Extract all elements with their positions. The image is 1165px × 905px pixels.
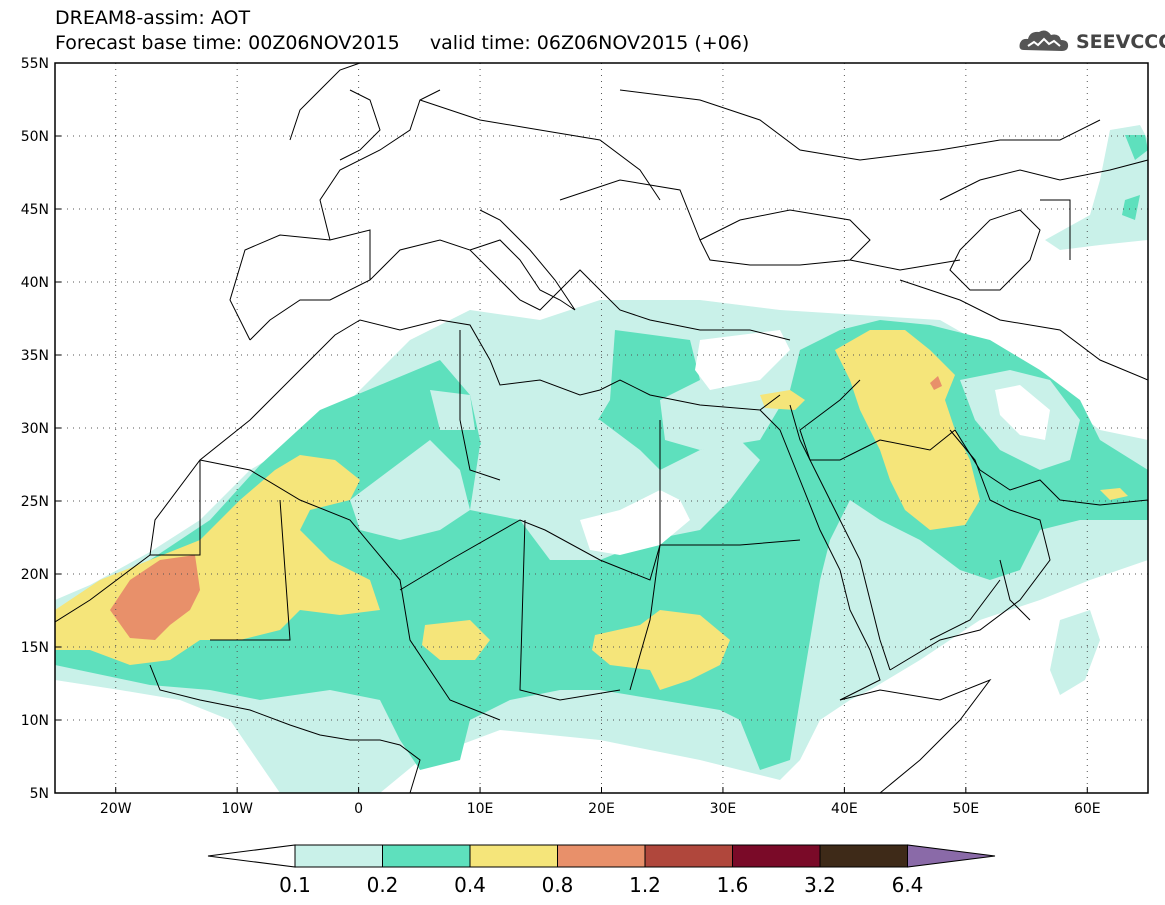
aot-band-0.2-caspian [1122, 135, 1148, 220]
colorbar-box [382, 844, 471, 868]
lat-tick-label: 20N [21, 567, 49, 583]
map-subtitle-times: Forecast base time: 00Z06NOV2015 valid t… [55, 32, 750, 54]
lon-tick-label: 10W [221, 801, 253, 817]
aot-clean-egypt [580, 490, 690, 555]
colorbar-level-label: 0.4 [454, 873, 486, 897]
colorbar-box [644, 844, 733, 868]
aot-clean-med [695, 330, 790, 390]
aot-clean-iran [995, 385, 1050, 440]
lat-tick-label: 10N [21, 713, 49, 729]
aot-band-0.4-iraq [835, 330, 980, 530]
colorbar-arrow-high [907, 844, 996, 868]
aot-band-0.8-mauritania [110, 555, 200, 640]
lon-tick-label: 20W [100, 801, 132, 817]
aot-low-algeria [350, 440, 470, 540]
latitude-labels: 5N 10N 15N 20N 25N 30N 35N 40N 45N 50N 55N [21, 56, 49, 802]
lat-tick-label: 55N [21, 56, 49, 72]
colorbar-level-label: 0.8 [542, 873, 574, 897]
aot-low-morocco [430, 390, 475, 430]
coastlines-borders [55, 63, 1148, 793]
lon-tick-label: 30E [710, 801, 737, 817]
aot-low-libya-egypt [470, 420, 760, 560]
aot-band-0.4-levant [760, 390, 805, 410]
logo-text: SEEVCCC [1076, 31, 1165, 53]
aot-band-0.8-iraq [930, 376, 942, 390]
lon-tick-label: 60E [1074, 801, 1101, 817]
axis-ticks [55, 62, 1088, 794]
colorbar-level-label: 6.4 [892, 873, 924, 897]
map-gridlines [55, 63, 1148, 793]
seevccc-logo: SEEVCCC [1018, 26, 1165, 56]
colorbar-box [294, 844, 383, 868]
lon-tick-label: 40E [831, 801, 858, 817]
lat-tick-label: 25N [21, 494, 49, 510]
lon-tick-label: 50E [952, 801, 979, 817]
map-title: DREAM8-assim: AOT [55, 7, 251, 29]
lat-tick-label: 15N [21, 640, 49, 656]
colorbar-arrow-low [207, 844, 296, 868]
colorbar-level-label: 1.2 [629, 873, 661, 897]
colorbar-box [469, 844, 558, 868]
aot-band-0.1-arabian-sea [1050, 610, 1100, 695]
lat-tick-label: 40N [21, 275, 49, 291]
lat-tick-label: 30N [21, 421, 49, 437]
colorbar-level-label: 0.2 [367, 873, 399, 897]
aot-fields [55, 125, 1148, 793]
aot-band-0.4-chad [422, 620, 490, 660]
colorbar-box [557, 844, 646, 868]
lon-tick-label: 10E [467, 801, 494, 817]
aot-band-0.1-caspian [1045, 125, 1148, 250]
lon-tick-label: 20E [588, 801, 615, 817]
colorbar-level-label: 3.2 [804, 873, 836, 897]
colorbar-box [819, 844, 908, 868]
longitude-labels: 20W 10W 0 10E 20E 30E 40E 50E 60E [100, 801, 1101, 817]
aot-band-0.4-oman [1100, 488, 1128, 500]
colorbar-box [732, 844, 821, 868]
lat-tick-label: 5N [30, 786, 49, 802]
lon-tick-label: 0 [354, 801, 363, 817]
colorbar-level-label: 0.1 [279, 873, 311, 897]
aot-band-0.4-sudan [592, 610, 730, 690]
lat-tick-label: 50N [21, 129, 49, 145]
colorbar-level-label: 1.6 [717, 873, 749, 897]
cloud-icon [1019, 30, 1069, 51]
lat-tick-label: 45N [21, 202, 49, 218]
lat-tick-label: 35N [21, 348, 49, 364]
